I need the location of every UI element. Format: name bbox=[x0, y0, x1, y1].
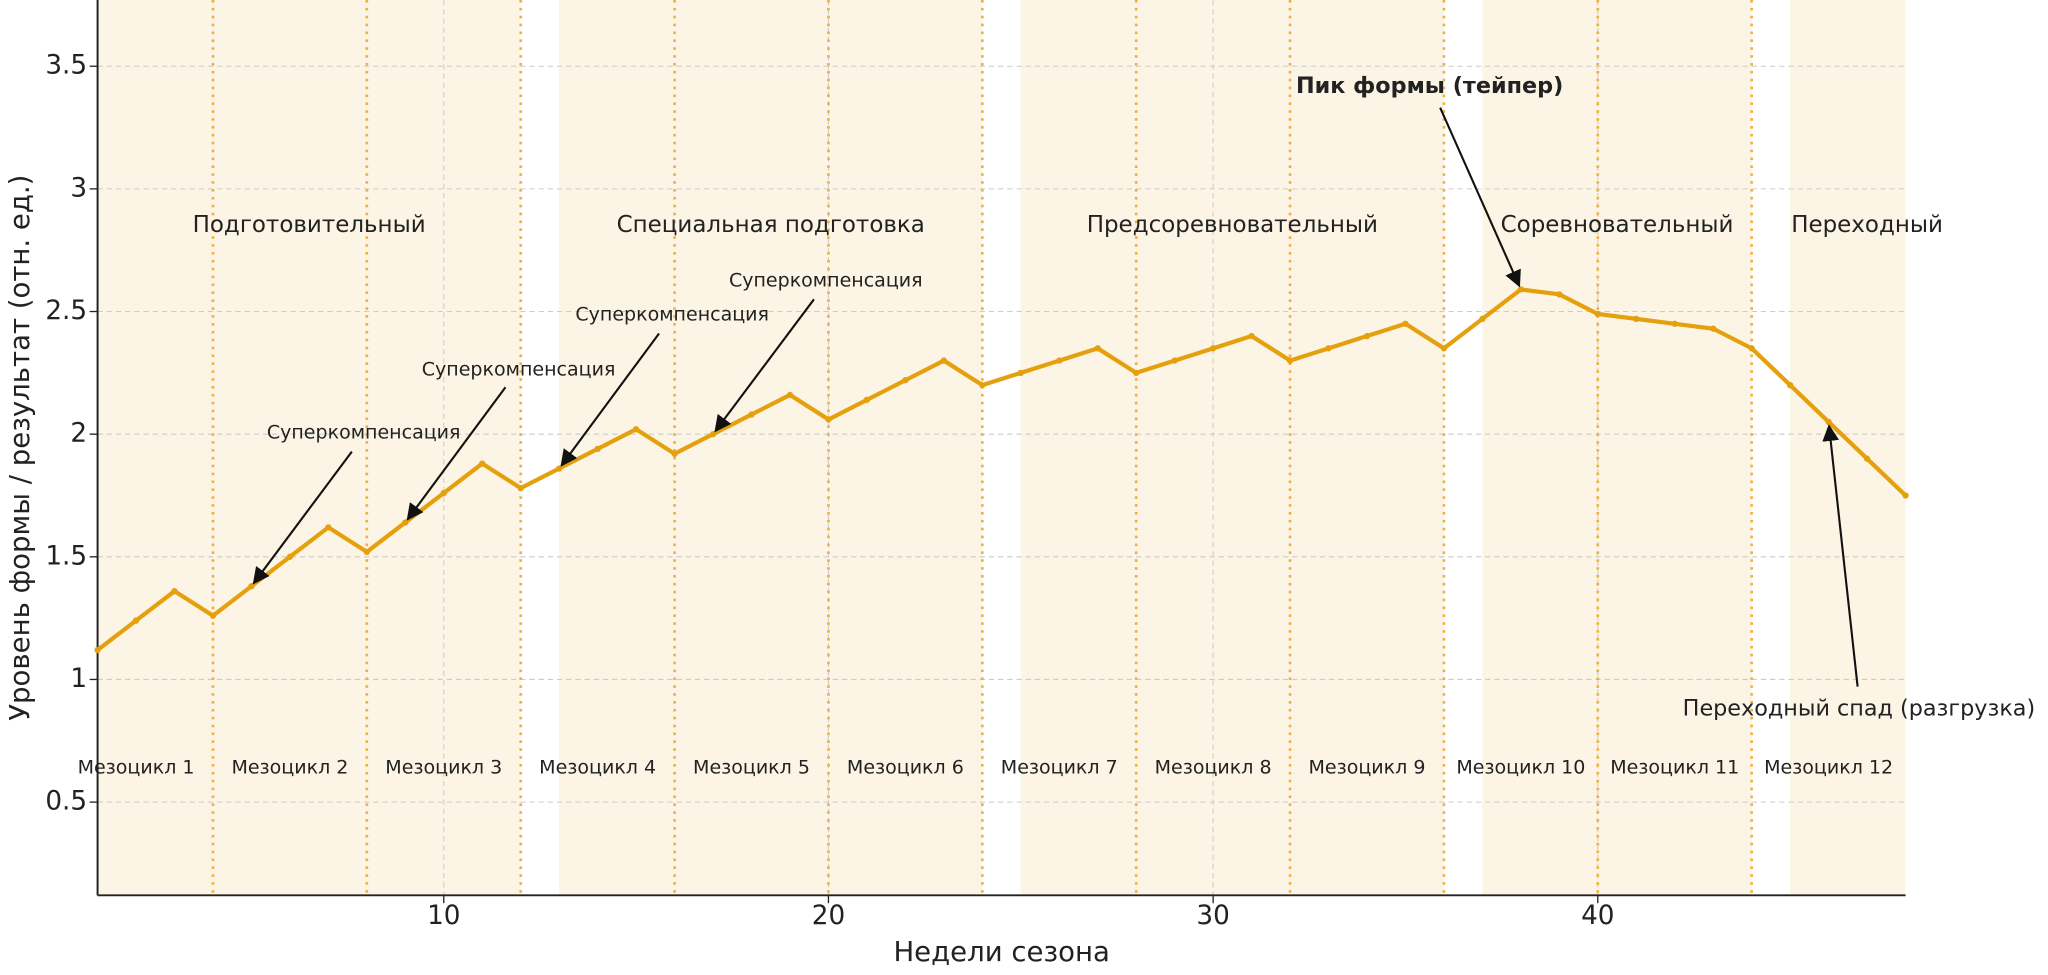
annotation-text: Переходный спад (разгрузка) bbox=[1683, 695, 2036, 721]
y-tick-label: 3.5 bbox=[45, 51, 87, 81]
point bbox=[1056, 357, 1063, 364]
point bbox=[402, 519, 409, 526]
point bbox=[863, 396, 871, 403]
point bbox=[1633, 315, 1640, 323]
annotation-arrow bbox=[714, 298, 815, 433]
point bbox=[1171, 357, 1178, 364]
point bbox=[517, 484, 524, 492]
point bbox=[1556, 291, 1563, 298]
annotation-arrow bbox=[560, 332, 660, 467]
point bbox=[248, 583, 255, 590]
point bbox=[1286, 357, 1294, 364]
point bbox=[1863, 455, 1871, 462]
phase-band bbox=[1790, 0, 1906, 896]
point bbox=[671, 450, 678, 457]
x-tick-label: 30 bbox=[1196, 901, 1229, 931]
point bbox=[440, 489, 447, 497]
point bbox=[1479, 315, 1486, 323]
x-axis-label: Недели сезона bbox=[893, 936, 1109, 968]
mesocycle-label: Мезоцикл 10 bbox=[1456, 756, 1585, 778]
point bbox=[902, 377, 909, 384]
y-tick-label: 0.5 bbox=[45, 787, 87, 817]
point bbox=[786, 391, 794, 399]
mesocycle-label: Мезоцикл 8 bbox=[1155, 756, 1272, 778]
point bbox=[479, 460, 486, 467]
y-tick-label: 1 bbox=[70, 664, 87, 694]
point bbox=[1671, 320, 1678, 327]
phase-label: Переходный bbox=[1791, 212, 1943, 238]
point bbox=[979, 381, 986, 389]
mesocycle-label: Мезоцикл 1 bbox=[78, 756, 195, 778]
point bbox=[632, 426, 640, 433]
mesocycle-label: Мезоцикл 12 bbox=[1764, 756, 1893, 778]
phase-band bbox=[1482, 0, 1752, 896]
annotation-text: Суперкомпенсация bbox=[729, 269, 923, 291]
y-tick-label: 1.5 bbox=[45, 541, 87, 571]
mesocycle-label: Мезоцикл 11 bbox=[1610, 756, 1739, 778]
x-tick-label: 20 bbox=[812, 901, 845, 931]
y-tick-label: 2 bbox=[70, 419, 87, 449]
phase-band bbox=[1020, 0, 1444, 896]
annotation-text: Суперкомпенсация bbox=[267, 422, 461, 444]
point bbox=[709, 431, 717, 438]
point bbox=[556, 465, 563, 472]
point bbox=[286, 553, 294, 560]
annotation-arrow bbox=[252, 450, 353, 585]
mesocycle-label: Мезоцикл 2 bbox=[231, 756, 348, 778]
annotation-text: Пик формы (тейпер) bbox=[1296, 73, 1563, 99]
point bbox=[748, 411, 755, 418]
point bbox=[363, 548, 370, 556]
point bbox=[1902, 492, 1909, 499]
mesocycle-label: Мезоцикл 5 bbox=[693, 756, 810, 778]
point bbox=[940, 357, 948, 364]
point bbox=[1363, 332, 1371, 340]
y-axis-label: Уровень формы / результат (отн. ед.) bbox=[4, 175, 36, 721]
point bbox=[1710, 325, 1717, 332]
mesocycle-label: Мезоцикл 6 bbox=[847, 756, 964, 778]
point bbox=[1094, 345, 1101, 352]
point bbox=[94, 646, 101, 654]
annotation-text: Суперкомпенсация bbox=[422, 359, 616, 381]
point bbox=[825, 416, 832, 423]
y-tick-label: 3 bbox=[70, 173, 87, 203]
point bbox=[1209, 345, 1217, 352]
phase-label: Предсоревновательный bbox=[1087, 212, 1378, 238]
mesocycle-label: Мезоцикл 9 bbox=[1309, 756, 1426, 778]
point bbox=[1825, 418, 1832, 426]
phase-label: Соревновательный bbox=[1501, 212, 1734, 238]
x-tick-label: 40 bbox=[1581, 901, 1614, 931]
point bbox=[209, 612, 217, 619]
annotation-arrow bbox=[406, 386, 507, 521]
mesocycle-label: Мезоцикл 4 bbox=[539, 756, 656, 778]
series-line bbox=[96, 287, 1907, 652]
point bbox=[1402, 320, 1409, 327]
point bbox=[1325, 345, 1332, 352]
point bbox=[1594, 310, 1601, 318]
annotation-arrow bbox=[1439, 107, 1521, 288]
x-tick-label: 10 bbox=[427, 901, 460, 931]
point bbox=[1017, 369, 1024, 376]
phase-band bbox=[97, 0, 521, 896]
point bbox=[132, 617, 140, 624]
y-tick-label: 2.5 bbox=[45, 296, 87, 326]
phase-band bbox=[559, 0, 983, 896]
mesocycle-label: Мезоцикл 3 bbox=[385, 756, 502, 778]
mesocycle-label: Мезоцикл 7 bbox=[1001, 756, 1118, 778]
annotation-text: Суперкомпенсация bbox=[575, 304, 769, 326]
point bbox=[325, 524, 332, 531]
point bbox=[1786, 381, 1794, 389]
point bbox=[1248, 332, 1255, 340]
phase-label: Подготовительный bbox=[193, 212, 426, 238]
point bbox=[171, 588, 178, 595]
point bbox=[1748, 345, 1755, 352]
point bbox=[1440, 345, 1448, 352]
point bbox=[1517, 286, 1525, 293]
annotation-arrow bbox=[1822, 424, 1859, 687]
phase-label: Специальная подготовка bbox=[617, 212, 925, 238]
point bbox=[1133, 369, 1140, 376]
point bbox=[594, 445, 601, 453]
